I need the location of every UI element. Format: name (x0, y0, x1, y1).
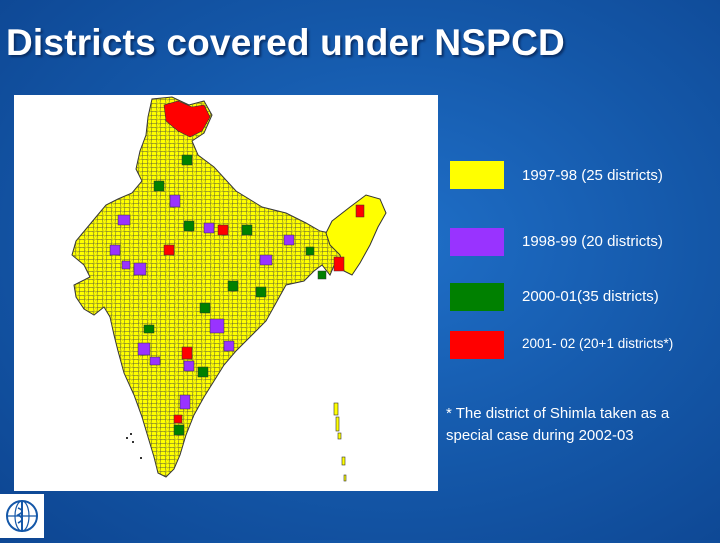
map-svg (71, 96, 387, 482)
slide-title: Districts covered under NSPCD (6, 22, 565, 63)
legend-swatch-2000 (450, 283, 504, 311)
legend-swatch-1997 (450, 161, 504, 189)
who-emblem-icon (6, 500, 38, 532)
legend-label-1998: 1998-99 (20 districts) (522, 233, 663, 250)
andaman-islands (333, 402, 347, 482)
footnote: * The district of Shimla taken as a spec… (446, 405, 670, 444)
legend-label-1997: 1997-98 (25 districts) (522, 167, 663, 184)
northeast-region (325, 194, 387, 276)
districts-green (143, 154, 327, 436)
districts-red (163, 204, 365, 424)
legend-label-2000: 2000-01(35 districts) (522, 288, 659, 305)
legend-label-2001: 2001- 02 (20+1 districts*) (522, 336, 674, 351)
lakshadweep-islands (126, 433, 142, 459)
districts-purple (109, 194, 295, 410)
who-logo (0, 494, 44, 538)
legend-swatch-1998 (450, 228, 504, 256)
india-district-map (14, 95, 438, 491)
legend-swatch-2001 (450, 331, 504, 359)
district-red-jk (163, 100, 211, 138)
district-boundaries (72, 97, 380, 477)
